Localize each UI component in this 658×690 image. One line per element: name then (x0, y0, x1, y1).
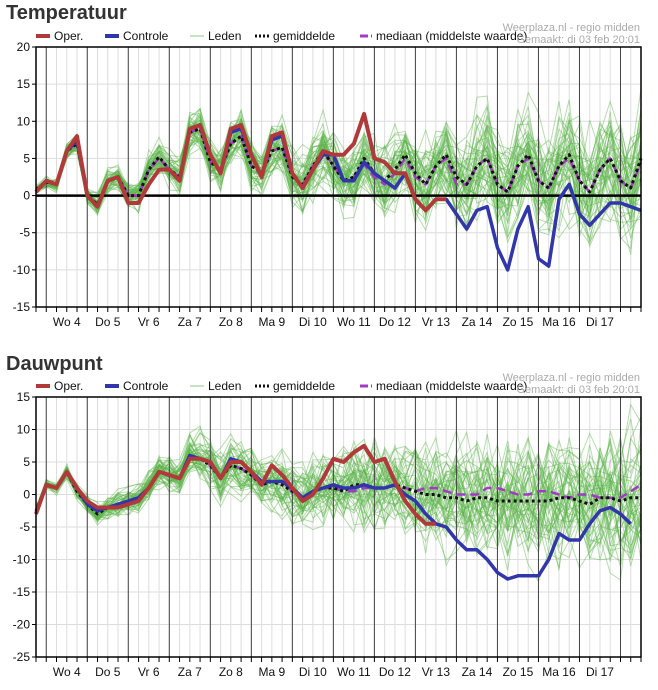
x-day-label: Za 7 (178, 315, 202, 329)
y-tick-label: -15 (13, 585, 31, 599)
legend-label-leden: Leden (208, 379, 241, 393)
source-timestamp: Gemaakt: di 03 feb 20:01 (516, 384, 640, 396)
y-tick-label: 0 (23, 189, 30, 203)
temperature-chart: 20 15 10 5 0 -5 -10 -15 Wo 4 Do 5 Vr 6 Za 7 Zo 8 Ma 9… (0, 0, 658, 340)
x-day-label: Di 10 (299, 315, 327, 329)
y-tick-label: -10 (13, 553, 31, 567)
y-tick-label: -25 (13, 650, 31, 664)
x-day-label: Wo 11 (337, 665, 371, 679)
x-day-label: Zo 15 (503, 665, 534, 679)
y-tick-label: 20 (17, 40, 31, 54)
legend-label-controle: Controle (123, 29, 169, 43)
x-day-label: Zo 8 (219, 665, 243, 679)
y-tick-label: -15 (13, 300, 31, 314)
legend-label-gemiddelde: gemiddelde (273, 29, 335, 43)
source-credit: Weerplaza.nl - regio midden (503, 22, 640, 34)
y-tick-label: 0 (23, 488, 30, 502)
x-day-label: Do 12 (379, 315, 411, 329)
x-day-label: Ma 16 (542, 665, 576, 679)
x-day-label: Za 14 (462, 315, 493, 329)
y-tick-label: -20 (13, 618, 31, 632)
x-day-label: Vr 13 (422, 665, 451, 679)
legend-label-gemiddelde: gemiddelde (273, 379, 335, 393)
legend-label-controle: Controle (123, 379, 169, 393)
legend-label-oper: Oper. (54, 379, 83, 393)
x-day-label: Wo 4 (53, 665, 81, 679)
x-day-label: Di 17 (586, 315, 614, 329)
x-day-label: Ma 9 (259, 315, 286, 329)
x-day-label: Zo 8 (219, 315, 243, 329)
y-tick-label: 5 (23, 455, 30, 469)
y-tick-label: 5 (23, 151, 30, 165)
x-day-label: Do 5 (95, 315, 121, 329)
x-day-label: Di 17 (586, 665, 614, 679)
x-day-label: Do 12 (379, 665, 411, 679)
y-tick-label: -5 (19, 226, 30, 240)
x-day-label: Vr 13 (422, 315, 451, 329)
x-day-label: Vr 6 (138, 665, 160, 679)
x-day-label: Do 5 (95, 665, 121, 679)
y-tick-label: 15 (17, 390, 31, 404)
source-timestamp: Gemaakt: di 03 feb 20:01 (516, 34, 640, 46)
legend-label-oper: Oper. (54, 29, 83, 43)
y-tick-label: 10 (17, 114, 31, 128)
source-credit: Weerplaza.nl - regio midden (503, 372, 640, 384)
x-day-label: Vr 6 (138, 315, 160, 329)
legend-label-leden: Leden (208, 29, 241, 43)
x-day-label: Za 14 (462, 665, 493, 679)
x-day-label: Wo 11 (337, 315, 371, 329)
x-day-label: Za 7 (178, 665, 202, 679)
x-day-label: Wo 4 (53, 315, 81, 329)
y-tick-label: 15 (17, 77, 31, 91)
x-day-label: Zo 15 (503, 315, 534, 329)
dewpoint-chart: 15 10 5 0 -5 -10 -15 -20 -25 Wo 4 Do 5 Vr 6 Za 7 Zo 8… (0, 350, 658, 690)
y-tick-label: -5 (19, 520, 30, 534)
y-tick-label: -10 (13, 263, 31, 277)
x-day-label: Ma 16 (542, 315, 576, 329)
x-day-label: Ma 9 (259, 665, 286, 679)
x-day-label: Di 10 (299, 665, 327, 679)
y-tick-label: 10 (17, 423, 31, 437)
